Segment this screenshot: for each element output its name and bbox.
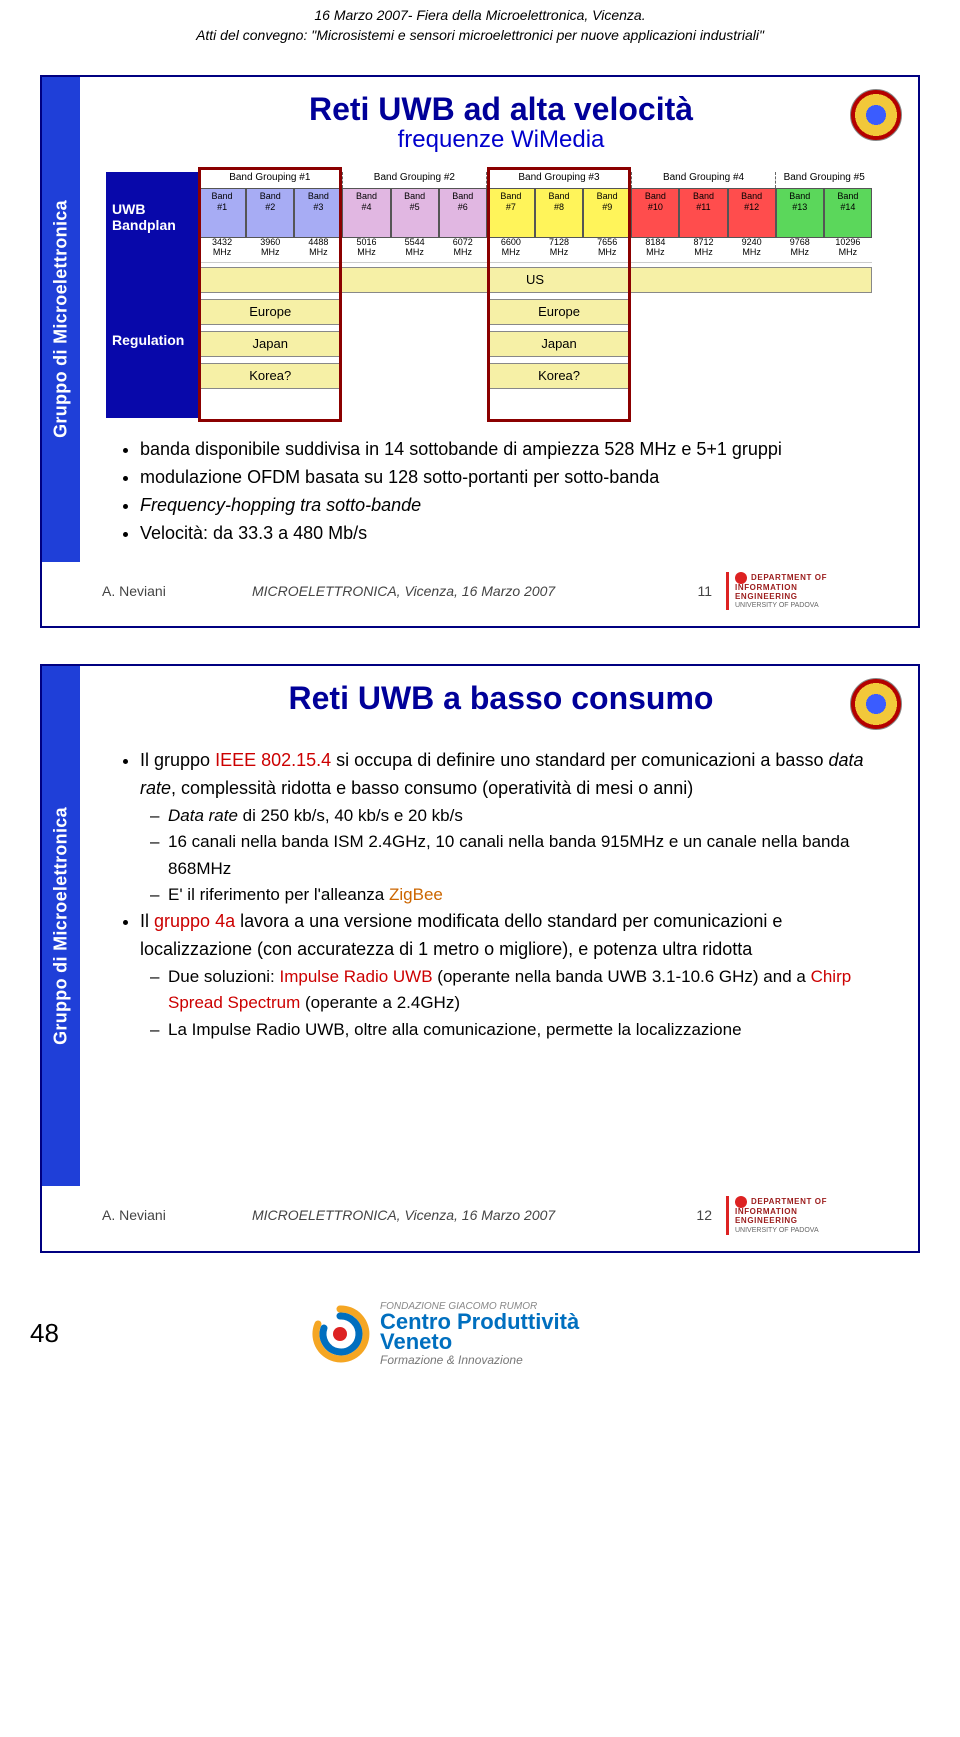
bullet-item: E' il riferimento per l'alleanza ZigBee [168, 882, 890, 908]
freq-label: 10296MHz [824, 238, 872, 262]
regulation-row-label: Regulation [106, 262, 198, 418]
sidebar-label: Gruppo di Microelettronica [51, 807, 72, 1045]
sidebar-bar: Gruppo di Microelettronica [42, 666, 80, 1186]
university-seal-icon [850, 678, 902, 730]
freq-label: 9240MHz [728, 238, 776, 262]
page-number: 48 [30, 1318, 90, 1349]
bandplan-row-label: UWB Bandplan [106, 172, 198, 262]
slide-11: Gruppo di Microelettronica Reti UWB ad a… [40, 75, 920, 628]
bullet-item: modulazione OFDM basata su 128 sotto-por… [140, 464, 890, 492]
band-cell: Band#14 [824, 188, 872, 238]
footer-mid: MICROELETTRONICA, Vicenza, 16 Marzo 2007 [252, 583, 676, 599]
freq-label: 5544MHz [391, 238, 439, 262]
footer-slide-number: 11 [676, 583, 712, 599]
slide-footer: A. Neviani MICROELETTRONICA, Vicenza, 16… [42, 1186, 918, 1234]
uwb-bandplan-chart: UWB Bandplan Band Grouping #1Band Groupi… [106, 172, 872, 418]
slide-footer: A. Neviani MICROELETTRONICA, Vicenza, 16… [42, 562, 918, 610]
slide-subtitle: frequenze WiMedia [102, 126, 900, 154]
cpv-logo: FONDAZIONE GIACOMO RUMOR Centro Produtti… [310, 1301, 579, 1368]
cpv-line-2: Veneto [380, 1332, 579, 1353]
band-cell: Band#10 [631, 188, 679, 238]
slide-bullets: Il gruppo IEEE 802.15.4 si occupa di def… [120, 747, 890, 1043]
cpv-swirl-icon [310, 1304, 370, 1364]
highlight-box [487, 167, 631, 422]
header-line-1: 16 Marzo 2007- Fiera della Microelettron… [20, 6, 940, 26]
bullet-item: La Impulse Radio UWB, oltre alla comunic… [168, 1017, 890, 1043]
footer-author: A. Neviani [102, 583, 252, 599]
bullet-item: banda disponibile suddivisa in 14 sottob… [140, 436, 890, 464]
header-line-2: Atti del convegno: "Microsistemi e senso… [20, 26, 940, 46]
bullet-item: Data rate di 250 kb/s, 40 kb/s e 20 kb/s [168, 803, 890, 829]
page-header: 16 Marzo 2007- Fiera della Microelettron… [0, 0, 960, 55]
cpv-sub: Formazione & Innovazione [380, 1353, 579, 1367]
band-cell: Band#11 [679, 188, 727, 238]
band-cell: Band#12 [728, 188, 776, 238]
slide-title: Reti UWB ad alta velocità [102, 91, 900, 128]
freq-label: 8184MHz [631, 238, 679, 262]
band-cell: Band#6 [439, 188, 487, 238]
band-cell: Band#5 [391, 188, 439, 238]
bullet-item: Il gruppo IEEE 802.15.4 si occupa di def… [140, 747, 890, 803]
footer-author: A. Neviani [102, 1207, 252, 1223]
freq-label: 6072MHz [439, 238, 487, 262]
band-group-header: Band Grouping #4 [631, 172, 776, 188]
bullet-item: Due soluzioni: Impulse Radio UWB (operan… [168, 964, 890, 1017]
dept-logo: DEPARTMENT OF INFORMATION ENGINEERING UN… [726, 1196, 896, 1234]
bullet-item: Frequency-hopping tra sotto-bande [140, 492, 890, 520]
slide-12: Gruppo di Microelettronica Reti UWB a ba… [40, 664, 920, 1252]
page-bottom-bar: 48 FONDAZIONE GIACOMO RUMOR Centro Produ… [0, 1289, 960, 1382]
university-seal-icon [850, 89, 902, 141]
band-group-header: Band Grouping #2 [342, 172, 487, 188]
freq-label: 9768MHz [776, 238, 824, 262]
slide-title: Reti UWB a basso consumo [102, 680, 900, 717]
sidebar-bar: Gruppo di Microelettronica [42, 77, 80, 562]
band-cell: Band#4 [342, 188, 390, 238]
bullet-item: Velocità: da 33.3 a 480 Mb/s [140, 520, 890, 548]
band-cell: Band#13 [776, 188, 824, 238]
footer-slide-number: 12 [676, 1207, 712, 1223]
footer-mid: MICROELETTRONICA, Vicenza, 16 Marzo 2007 [252, 1207, 676, 1223]
freq-label: 5016MHz [342, 238, 390, 262]
dept-logo: DEPARTMENT OF INFORMATION ENGINEERING UN… [726, 572, 896, 610]
slide-bullets: banda disponibile suddivisa in 14 sottob… [120, 436, 890, 548]
band-group-header: Band Grouping #5 [775, 172, 872, 188]
bullet-item: 16 canali nella banda ISM 2.4GHz, 10 can… [168, 829, 890, 882]
freq-label: 8712MHz [679, 238, 727, 262]
sidebar-label: Gruppo di Microelettronica [51, 201, 72, 439]
bullet-item: Il gruppo 4a lavora a una versione modif… [140, 908, 890, 964]
highlight-box [198, 167, 342, 422]
